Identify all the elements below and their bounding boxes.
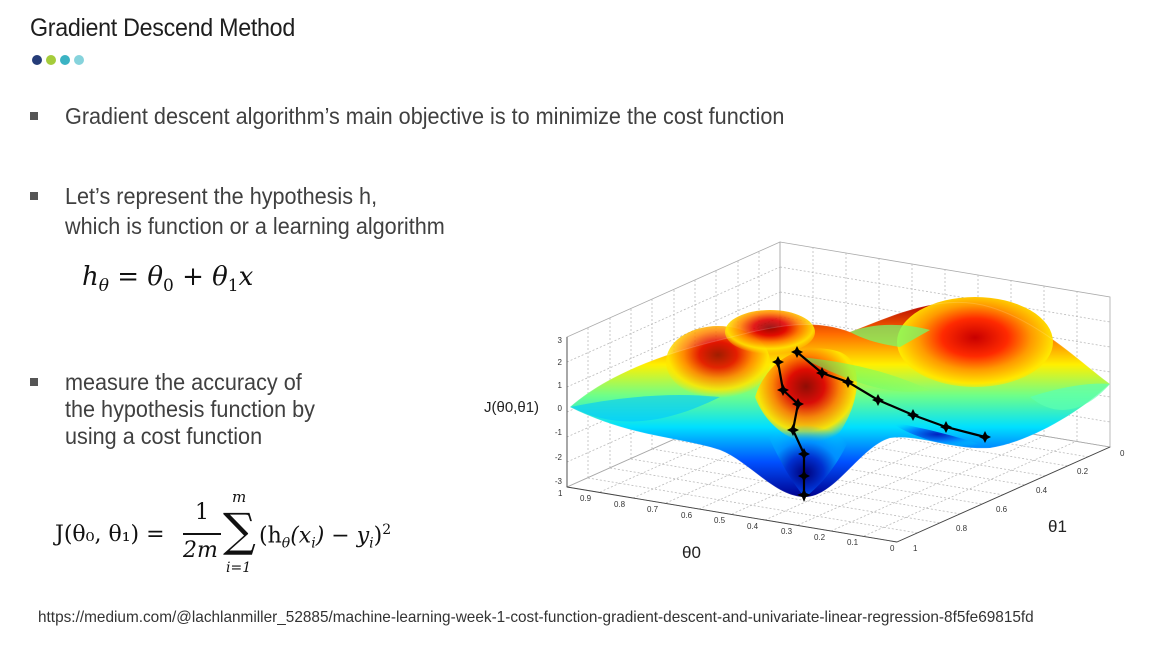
theta0-subscript: 0 [162, 276, 174, 297]
theta0-tick: 0.7 [647, 505, 659, 514]
bullet-3-line-1: measure the accuracy of [65, 369, 302, 395]
bullet-3-line-3: using a cost function [65, 423, 263, 449]
z-tick: 2 [558, 358, 563, 367]
theta1-subscript: 1 [227, 276, 239, 297]
bullet-3: measure the accuracy of the hypothesis f… [30, 369, 331, 450]
bullet-marker [30, 378, 38, 386]
h-subscript: θ [98, 276, 109, 297]
theta1-tick: 0.8 [956, 524, 968, 533]
body-close: ) [373, 523, 383, 549]
theta0-tick: 0.5 [714, 516, 726, 525]
theta1-tick: 0.2 [1077, 467, 1089, 476]
source-link[interactable]: https://medium.com/@lachlanmiller_52885/… [38, 609, 1034, 626]
bullet-marker [30, 192, 38, 200]
surface-plot-svg: 3 2 1 0 -1 -2 -3 1 0.9 0.8 0.7 0.6 0.5 0… [484, 241, 1125, 562]
dot-2 [46, 55, 56, 65]
y-subscript: i [369, 535, 374, 552]
theta0-tick: 0.9 [580, 494, 592, 503]
bullet-2-text: Let’s represent the hypothesis h, which … [65, 183, 445, 240]
theta0-tick: 0.3 [781, 527, 793, 536]
dot-3 [60, 55, 70, 65]
theta0-tick: 0 [890, 544, 895, 553]
body-x: (x [290, 523, 312, 549]
z-tick: 0 [558, 404, 563, 413]
descent-markers [772, 346, 991, 502]
theta1-tick: 0 [1120, 449, 1125, 458]
theta0-tick: 0.6 [681, 511, 693, 520]
theta0-tick: 1 [558, 489, 563, 498]
axis-lines [566, 337, 1111, 543]
plus-sign: + [182, 262, 204, 292]
bullet-marker [30, 112, 38, 120]
theta1-ticks: 0 0.2 0.4 0.6 0.8 1 [913, 449, 1125, 553]
theta0-tick: 0.2 [814, 533, 826, 542]
z-axis-label: J(θ0,θ1) [484, 399, 539, 416]
theta1-axis-label: θ1 [1048, 517, 1067, 536]
fraction-numerator: 1 [195, 500, 209, 525]
fraction-denominator: 2m [183, 538, 218, 563]
bullet-3-line-2: the hypothesis function by [65, 396, 315, 422]
bullet-2: Let’s represent the hypothesis h, which … [30, 183, 469, 240]
fraction-bar [183, 533, 221, 535]
bullet-2-line-2: which is function or a learning algorith… [65, 213, 445, 239]
cost-lhs: J(θ₀, θ₁) = [55, 522, 165, 547]
hypothesis-formula: hθ = θ0 + θ1x [82, 262, 253, 296]
z-tick: -1 [555, 428, 563, 437]
theta0-ticks: 1 0.9 0.8 0.7 0.6 0.5 0.4 0.3 0.2 0.1 0 [558, 489, 895, 553]
theta1-tick: 1 [913, 544, 918, 553]
bullet-3-text: measure the accuracy of the hypothesis f… [65, 369, 315, 450]
bullet-2-line-1: Let’s represent the hypothesis h, [65, 183, 378, 209]
body-subscript: θ [281, 535, 291, 552]
theta1-symbol: θ [212, 262, 228, 292]
body-minus-y: ) − y [315, 523, 370, 549]
decor-dots [32, 55, 84, 65]
theta0-tick: 0.4 [747, 522, 759, 531]
power-two: 2 [382, 522, 392, 538]
theta0-axis-label: θ0 [682, 543, 701, 562]
bullet-1: Gradient descent algorithm’s main object… [30, 103, 830, 130]
dot-1 [32, 55, 42, 65]
sigma-symbol: ∑ [223, 503, 256, 557]
dot-4 [74, 55, 84, 65]
z-axis-ticks: 3 2 1 0 -1 -2 -3 [555, 336, 563, 486]
slide-title: Gradient Descend Method [30, 14, 295, 42]
bullet-1-text: Gradient descent algorithm’s main object… [65, 103, 785, 129]
equals-sign: = [117, 262, 140, 292]
sum-upper-limit: m [232, 488, 247, 506]
cost-formula: J(θ₀, θ₁) = 1 2m m ∑ i=1 (hθ(xi) − yi)2 [55, 488, 435, 582]
sum-lower-limit: i=1 [226, 560, 252, 576]
theta0-tick: 0.1 [847, 538, 859, 547]
cost-body: (hθ(xi) − yi)2 [259, 522, 391, 552]
x-symbol: x [238, 262, 254, 292]
body-open: (h [259, 523, 282, 549]
z-tick: -3 [555, 477, 563, 486]
cost-surface-plot: 3 2 1 0 -1 -2 -3 1 0.9 0.8 0.7 0.6 0.5 0… [470, 222, 1166, 588]
h-symbol: h [82, 262, 99, 292]
z-tick: -2 [555, 453, 563, 462]
z-tick: 3 [558, 336, 563, 345]
theta1-tick: 0.4 [1036, 486, 1048, 495]
z-tick: 1 [558, 381, 563, 390]
theta1-tick: 0.6 [996, 505, 1008, 514]
theta0-symbol: θ [147, 262, 163, 292]
theta0-tick: 0.8 [614, 500, 626, 509]
x-subscript: i [311, 535, 316, 552]
